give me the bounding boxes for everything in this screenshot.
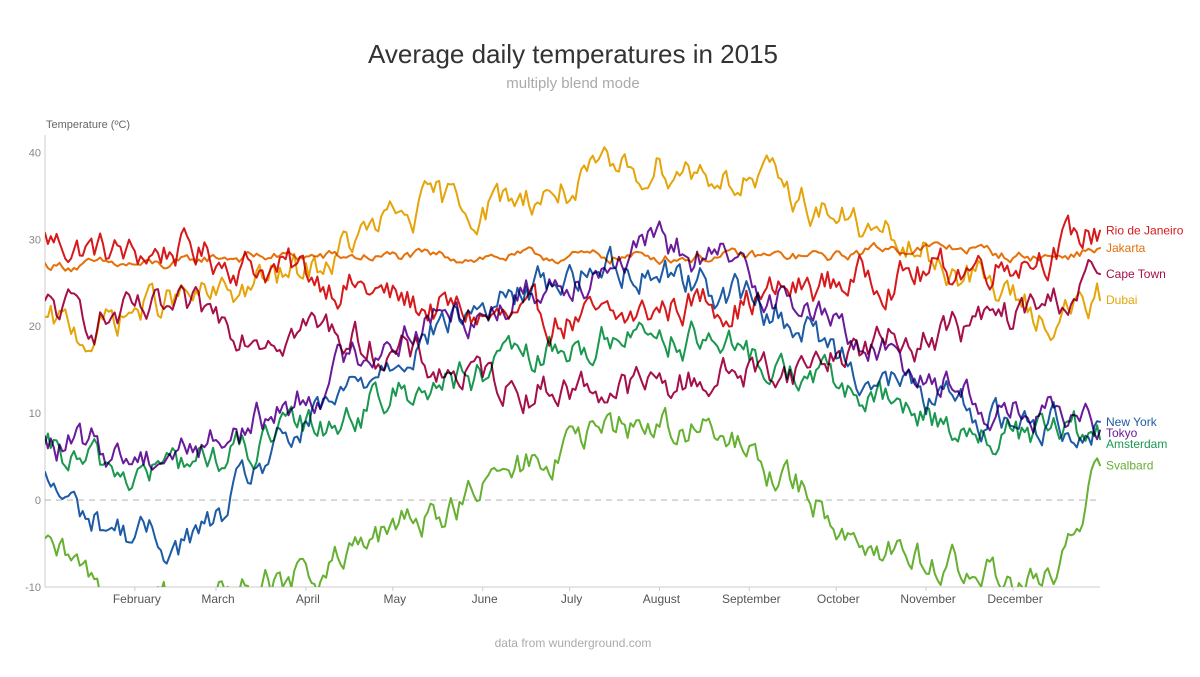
y-tick-label: 20 [29,321,41,333]
axes: -10 0 10 20 30 40 February March April May June Jul… [25,135,1100,606]
series-line-cape-town [45,259,1101,415]
chart-title: Average daily temperatures in 2015 [368,39,778,69]
x-tick-label: December [987,592,1042,606]
x-tick-label: September [722,592,781,606]
x-tick-label: November [900,592,955,606]
y-tick-label: 30 [29,234,41,246]
series-label-new-york: New York [1106,415,1158,429]
x-tick-label: July [561,592,582,606]
series-label-tokyo: Tokyo [1106,426,1138,440]
series-label-rio-de-janeiro: Rio de Janeiro [1106,224,1184,238]
series-line-jakarta [45,241,1101,273]
series-line-svalbard [45,406,1101,587]
y-tick-label: 10 [29,408,41,420]
plot-area [45,146,1101,587]
series-label-jakarta: Jakarta [1106,241,1146,255]
y-tick-label: 0 [35,495,41,507]
source-note: data from wunderground.com [495,636,652,650]
x-tick-label: March [201,592,234,606]
x-tick-label: May [383,592,406,606]
y-axis-label: Temperature (ºC) [46,119,130,131]
series-labels: Rio de Janeiro Jakarta Cape Town Dubai New Y… [1106,224,1184,473]
x-tick-label: August [643,592,681,606]
x-tick-label: June [472,592,498,606]
series-line-dubai [45,146,1101,353]
chart-subtitle: multiply blend mode [506,75,639,92]
x-tick-label: February [113,592,161,606]
series-label-amsterdam: Amsterdam [1106,437,1167,451]
series-lines [45,146,1101,587]
series-label-dubai: Dubai [1106,293,1137,307]
x-tick-label: October [817,592,860,606]
series-line-rio-de-janeiro [45,214,1101,347]
series-line-tokyo [45,220,1101,471]
series-label-svalbard: Svalbard [1106,458,1153,472]
y-tick-label: 40 [29,147,41,159]
series-label-cape-town: Cape Town [1106,267,1166,281]
y-tick-label: -10 [25,582,41,594]
series-line-amsterdam [45,320,1101,492]
series-line-new-york [45,245,1101,565]
x-tick-label: April [296,592,320,606]
